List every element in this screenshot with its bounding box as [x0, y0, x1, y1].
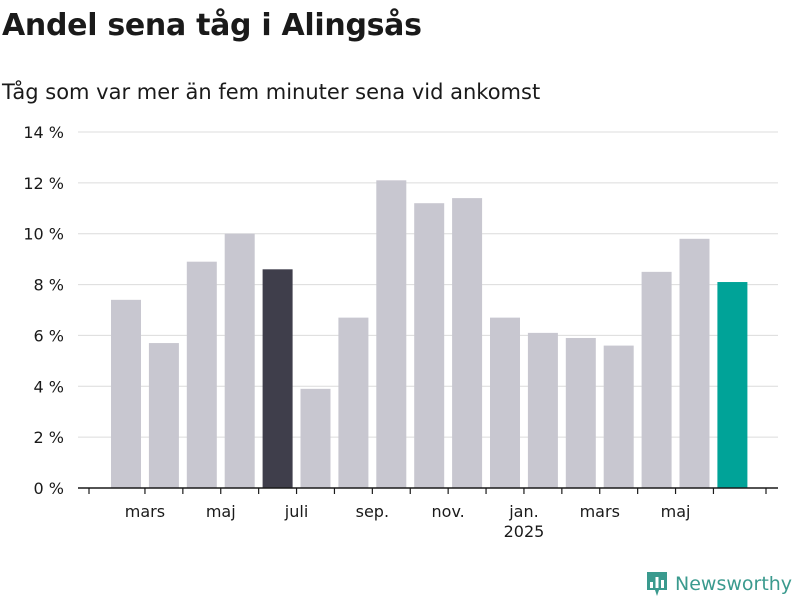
y-tick-label: 12 % — [23, 174, 64, 193]
y-tick-label: 0 % — [34, 479, 64, 498]
bar — [224, 233, 255, 488]
bar — [338, 317, 369, 488]
y-tick-label: 14 % — [23, 123, 64, 142]
brand-name: Newsworthy — [675, 573, 793, 595]
chart-title: Andel sena tåg i Alingsås — [2, 8, 422, 43]
y-tick-label: 10 % — [23, 225, 64, 244]
x-tick-label: jan. — [508, 502, 538, 521]
bar — [300, 388, 331, 488]
x-tick-label: maj — [206, 502, 236, 521]
bar — [186, 261, 217, 488]
bar — [262, 269, 293, 488]
chart-subtitle: Tåg som var mer än fem minuter sena vid … — [2, 80, 541, 104]
brand-logo: Newsworthy — [645, 570, 792, 598]
bar — [490, 317, 520, 488]
x-tick-label: mars — [125, 502, 165, 521]
x-tick-label: mars — [580, 502, 620, 521]
y-tick-label: 8 % — [34, 276, 64, 295]
bar — [376, 180, 407, 489]
x-tick-sublabel: 2025 — [504, 522, 545, 541]
bar — [148, 343, 179, 488]
y-tick-label: 2 % — [34, 428, 64, 447]
x-tick-label: nov. — [432, 502, 465, 521]
y-tick-label: 4 % — [34, 377, 64, 396]
bar — [603, 345, 634, 488]
bar-chart-logo-icon — [647, 572, 667, 596]
x-tick-label: maj — [661, 502, 691, 521]
bar — [527, 332, 558, 488]
bar — [641, 271, 672, 488]
bar-chart: 0 % 2 % 4 % 6 % 8 % 10 % 12 % 14 % mars maj juli se… — [23, 123, 778, 541]
bar — [717, 282, 748, 488]
bar — [111, 299, 141, 488]
bar — [452, 198, 483, 488]
bar — [414, 203, 445, 488]
x-tick-label: sep. — [356, 502, 389, 521]
bar — [679, 238, 710, 488]
y-tick-label: 6 % — [34, 326, 64, 345]
x-tick-label: juli — [284, 502, 308, 521]
bar — [565, 337, 596, 488]
